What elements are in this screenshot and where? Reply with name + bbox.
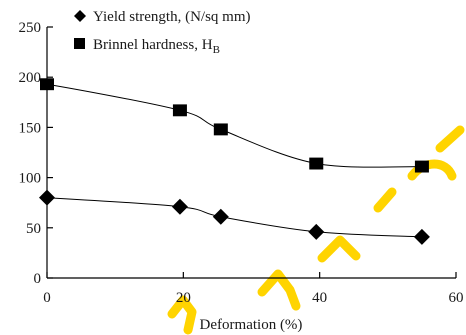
legend-square-icon bbox=[74, 38, 85, 49]
series-1-point-0 bbox=[40, 78, 54, 91]
legend-diamond-icon bbox=[74, 10, 86, 22]
series-0-point-2 bbox=[212, 208, 229, 225]
series-1-point-1 bbox=[172, 104, 187, 117]
x-tick-label-20: 20 bbox=[176, 290, 191, 306]
data-markers bbox=[39, 78, 430, 245]
axes bbox=[46, 27, 456, 279]
series-0-point-3 bbox=[308, 223, 325, 240]
series-1-point-4 bbox=[414, 160, 429, 173]
series-0-line bbox=[46, 197, 422, 238]
series-0-point-4 bbox=[413, 228, 430, 245]
legend-label-brinnel-main: Brinnel hardness, H bbox=[93, 37, 213, 53]
x-tick-label-40: 40 bbox=[312, 290, 327, 306]
y-tick-label-0: 0 bbox=[34, 271, 42, 287]
y-tick-label-150: 150 bbox=[19, 120, 42, 136]
ticks: 0 50 100 150 200 250 0 20 40 60 bbox=[19, 20, 464, 306]
y-tick-label-250: 250 bbox=[19, 20, 42, 36]
y-tick-label-50: 50 bbox=[26, 221, 41, 237]
series-0-point-0 bbox=[39, 189, 55, 206]
y-tick-label-200: 200 bbox=[19, 70, 42, 86]
x-tick-label-0: 0 bbox=[43, 290, 51, 306]
series-curves bbox=[46, 83, 422, 238]
legend-item-yield-strength: Yield strength, (N/sq mm) bbox=[74, 9, 251, 25]
series-1-line bbox=[46, 83, 422, 168]
series-0-point-1 bbox=[171, 198, 188, 215]
x-axis-title: Deformation (%) bbox=[200, 317, 303, 333]
legend-label-brinnel-hardness: Brinnel hardness, HB bbox=[93, 37, 220, 56]
series-1-point-2 bbox=[213, 123, 228, 136]
y-tick-label-100: 100 bbox=[19, 171, 42, 187]
legend-label-brinnel-subscript: B bbox=[213, 44, 220, 56]
series-1-point-3 bbox=[309, 157, 324, 170]
legend: Yield strength, (N/sq mm) Brinnel hardne… bbox=[74, 9, 251, 56]
x-tick-label-60: 60 bbox=[449, 290, 464, 306]
legend-label-yield-strength: Yield strength, (N/sq mm) bbox=[93, 9, 251, 25]
legend-item-brinnel-hardness: Brinnel hardness, HB bbox=[74, 37, 220, 56]
